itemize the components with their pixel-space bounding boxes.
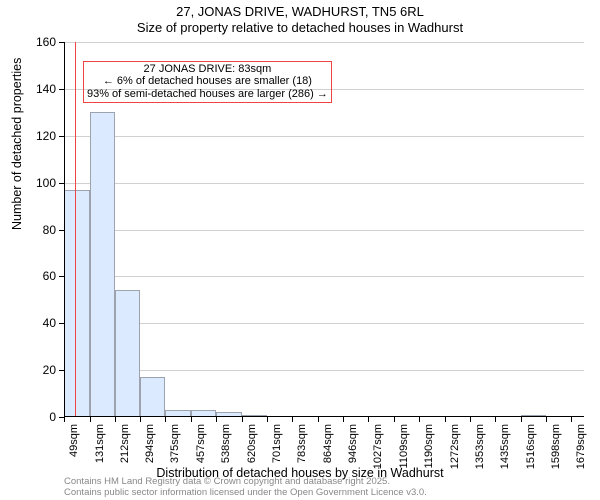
xtick-label: 49sqm: [68, 424, 80, 457]
footer-line-2: Contains public sector information licen…: [64, 488, 427, 498]
histogram-bar: [64, 190, 90, 417]
x-axis-line: [64, 416, 584, 417]
histogram-bar: [140, 377, 165, 417]
histogram-bar: [90, 112, 115, 417]
xtick-mark: [470, 417, 471, 422]
gridline: [64, 276, 584, 277]
xtick-mark: [445, 417, 446, 422]
gridline: [64, 42, 584, 43]
property-marker-line: [75, 42, 77, 417]
footer-attribution: Contains HM Land Registry data © Crown c…: [64, 477, 427, 498]
xtick-mark: [64, 417, 65, 422]
xtick-mark: [165, 417, 166, 422]
chart-plot-area: 02040608010012014016049sqm131sqm212sqm29…: [64, 42, 584, 417]
gridline: [64, 323, 584, 324]
xtick-mark: [495, 417, 496, 422]
chart-title: 27, JONAS DRIVE, WADHURST, TN5 6RL Size …: [0, 0, 600, 35]
ytick-label: 100: [26, 176, 56, 190]
xtick-label: 294sqm: [144, 424, 156, 463]
ytick-label: 60: [26, 269, 56, 283]
y-axis-label: Number of detached properties: [10, 58, 24, 230]
xtick-mark: [90, 417, 91, 422]
xtick-label: 131sqm: [94, 424, 106, 463]
ytick-label: 140: [26, 82, 56, 96]
xtick-label: 1435sqm: [499, 424, 511, 469]
xtick-label: 1353sqm: [474, 424, 486, 469]
ytick-label: 20: [26, 363, 56, 377]
xtick-mark: [571, 417, 572, 422]
xtick-mark: [343, 417, 344, 422]
gridline: [64, 370, 584, 371]
xtick-mark: [521, 417, 522, 422]
xtick-label: 212sqm: [119, 424, 131, 463]
xtick-label: 538sqm: [220, 424, 232, 463]
ytick-label: 120: [26, 129, 56, 143]
xtick-label: 1598sqm: [550, 424, 562, 469]
histogram-bar: [115, 290, 141, 417]
xtick-mark: [140, 417, 141, 422]
ytick-label: 160: [26, 35, 56, 49]
xtick-mark: [318, 417, 319, 422]
ytick-label: 0: [26, 410, 56, 424]
annotation-line: 27 JONAS DRIVE: 83sqm: [87, 63, 328, 76]
xtick-mark: [115, 417, 116, 422]
annotation-box: 27 JONAS DRIVE: 83sqm← 6% of detached ho…: [83, 61, 332, 103]
xtick-label: 783sqm: [296, 424, 308, 463]
gridline: [64, 183, 584, 184]
xtick-label: 1516sqm: [525, 424, 537, 469]
annotation-line: 93% of semi-detached houses are larger (…: [87, 88, 328, 101]
xtick-label: 864sqm: [322, 424, 334, 463]
title-line-2: Size of property relative to detached ho…: [0, 20, 600, 36]
xtick-label: 946sqm: [347, 424, 359, 463]
xtick-mark: [267, 417, 268, 422]
xtick-label: 375sqm: [169, 424, 181, 463]
xtick-label: 1679sqm: [575, 424, 587, 469]
ytick-label: 80: [26, 223, 56, 237]
xtick-mark: [191, 417, 192, 422]
xtick-label: 457sqm: [195, 424, 207, 463]
footer-line-1: Contains HM Land Registry data © Crown c…: [64, 477, 427, 487]
y-axis-line: [64, 42, 65, 417]
xtick-label: 1027sqm: [372, 424, 384, 469]
xtick-mark: [292, 417, 293, 422]
xtick-mark: [394, 417, 395, 422]
xtick-label: 1109sqm: [398, 424, 410, 468]
xtick-mark: [546, 417, 547, 422]
xtick-label: 620sqm: [246, 424, 258, 463]
title-line-1: 27, JONAS DRIVE, WADHURST, TN5 6RL: [0, 4, 600, 20]
xtick-mark: [368, 417, 369, 422]
xtick-mark: [419, 417, 420, 422]
gridline: [64, 136, 584, 137]
xtick-mark: [216, 417, 217, 422]
ytick-label: 40: [26, 316, 56, 330]
gridline: [64, 230, 584, 231]
xtick-label: 1272sqm: [449, 424, 461, 469]
xtick-label: 701sqm: [271, 424, 283, 463]
xtick-label: 1190sqm: [423, 424, 435, 468]
annotation-line: ← 6% of detached houses are smaller (18): [87, 75, 328, 88]
xtick-mark: [242, 417, 243, 422]
